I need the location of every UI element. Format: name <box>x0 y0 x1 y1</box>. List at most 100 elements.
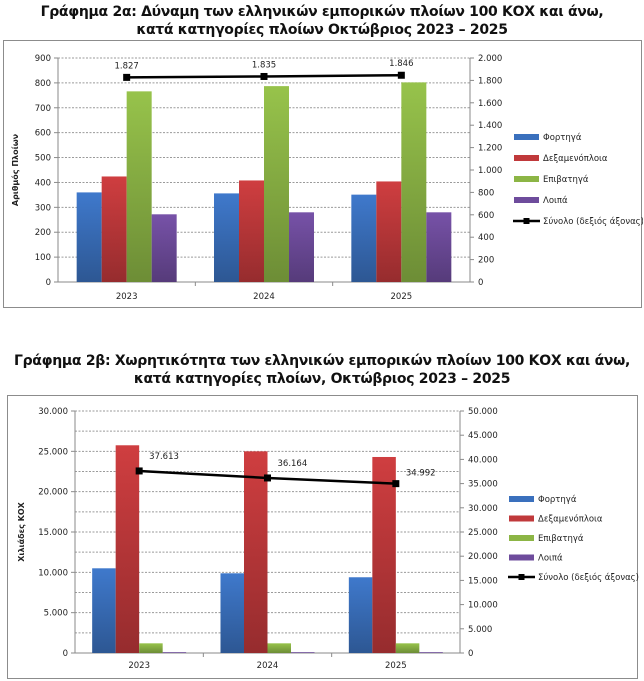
chart-2-frame: 0 5.000 10.000 15.000 20.000 25.000 30.000 0 5.0… <box>7 395 639 679</box>
chart-1-title-line1: Γράφημα 2α: Δύναμη των ελληνικών εμπορικ… <box>40 4 604 20</box>
y-tick-label-left: 800 <box>35 79 51 89</box>
y-tick-label-right: 2.000 <box>478 54 502 64</box>
y-tick-label-right: 10.000 <box>468 601 498 611</box>
y-tick-label-left: 400 <box>35 178 51 188</box>
line-marker <box>264 474 271 482</box>
y-tick-label-left: 25.000 <box>38 447 68 457</box>
y-tick-label-right: 600 <box>478 211 494 221</box>
y-tick-label-right: 0 <box>478 278 483 288</box>
line-marker <box>123 73 131 81</box>
y-tick-label-right: 50.000 <box>468 407 498 417</box>
bar-fortigа <box>76 192 102 282</box>
legend-label: Επιβατηγά <box>543 175 589 185</box>
x-tick-label: 2023 <box>128 661 150 671</box>
y-tick-label-right: 1.200 <box>478 144 502 154</box>
legend-label: Δεξαμενόπλοια <box>543 153 608 164</box>
bar-loipa <box>151 214 177 282</box>
y-tick-label-left: 10.000 <box>38 568 68 578</box>
chart-2-svg: 0 5.000 10.000 15.000 20.000 25.000 30.000 0 5.0… <box>17 407 639 671</box>
y-tick-label-left: 700 <box>35 104 51 114</box>
legend-line-marker <box>518 574 525 580</box>
legend-line-marker <box>523 218 530 224</box>
bar-fortigа <box>351 194 377 282</box>
bar-epivatiga <box>264 86 289 282</box>
y-tick-label-right: 1.800 <box>478 76 502 86</box>
y-tick-label-left: 900 <box>35 54 51 64</box>
line-marker <box>397 71 405 79</box>
y-tick-label-right: 30.000 <box>468 504 498 514</box>
legend-label: Λοιπά <box>543 196 568 206</box>
bar-epivatiga <box>139 643 163 653</box>
legend-label: Φορτηγά <box>538 495 577 505</box>
y-tick-label-left: 30.000 <box>38 407 68 417</box>
bar-dexamenoploia <box>372 456 396 653</box>
bar-dexamenoploia <box>101 176 127 282</box>
y-tick-label-left: 0 <box>46 278 51 288</box>
legend-swatch <box>509 515 534 522</box>
legend-label: Φορτηγά <box>543 133 582 143</box>
y-tick-label-left: 300 <box>35 203 51 213</box>
line-marker <box>135 467 143 475</box>
legend-swatch <box>514 155 539 161</box>
y-tick-label-right: 1.400 <box>478 121 502 131</box>
line-data-label: 34.992 <box>406 469 436 479</box>
chart-1-title-line2: κατά κατηγορίες πλοίων Οκτώβριος 2023 – … <box>136 22 508 38</box>
x-tick-label: 2023 <box>116 292 138 302</box>
y-tick-label-left: 600 <box>35 129 51 139</box>
y-tick-label-right: 1.000 <box>478 166 502 176</box>
legend-swatch <box>509 535 534 541</box>
y-tick-label-left: 500 <box>35 154 51 164</box>
chart-2-title-line2: κατά κατηγορίες πλοίων, Οκτώβριος 2023 –… <box>133 371 511 387</box>
bar-dexamenoploia <box>239 180 264 282</box>
bar-dexamenoploia <box>244 451 268 653</box>
y-tick-label-right: 40.000 <box>468 455 498 465</box>
chart-1-title: Γράφημα 2α: Δύναμη των ελληνικών εμπορικ… <box>0 3 644 39</box>
y-tick-label-right: 800 <box>478 188 494 198</box>
bar-loipa <box>162 652 187 653</box>
line-marker <box>392 480 400 488</box>
bar-dexamenoploia <box>376 181 402 282</box>
y-tick-label-right: 0 <box>468 649 473 659</box>
bar-epivatiga <box>126 91 152 283</box>
bar-loipa <box>291 652 315 653</box>
y-tick-label-right: 45.000 <box>468 431 498 441</box>
line-data-label: 1.846 <box>389 59 413 69</box>
y-tick-label-right: 200 <box>478 256 494 266</box>
legend-label: Λοιπά <box>538 554 563 564</box>
chart-1-svg: 0 100 200 300 400 500 600 700 800 900 0 200 400 600 80… <box>10 54 643 302</box>
bar-epivatiga <box>401 82 427 282</box>
bar-fortigа <box>92 568 116 653</box>
y-tick-label-right: 400 <box>478 233 494 243</box>
legend-swatch <box>514 197 539 203</box>
x-tick-label: 2024 <box>253 292 275 302</box>
legend-label: Σύνολο (δεξιός άξονας) <box>543 216 643 227</box>
chart-2-title-line1: Γράφημα 2β: Χωρητικότητα των ελληνικών ε… <box>13 353 631 369</box>
x-tick-label: 2025 <box>385 661 407 671</box>
y-tick-label-right: 15.000 <box>468 576 498 586</box>
line-marker <box>260 72 268 80</box>
x-tick-label: 2024 <box>257 661 279 671</box>
bar-loipa <box>419 652 443 653</box>
x-tick-label: 2025 <box>391 292 413 302</box>
bar-dexamenoploia <box>115 445 140 653</box>
legend-label: Επιβατηγά <box>538 534 584 544</box>
legend-label: Δεξαμενόπλοια <box>538 514 603 525</box>
y-axis-title: Αριθμός Πλοίων <box>10 133 20 206</box>
bar-fortigа <box>348 577 373 653</box>
y-tick-label-right: 1.600 <box>478 99 502 109</box>
y-tick-label-right: 20.000 <box>468 552 498 562</box>
bar-loipa <box>289 212 314 282</box>
bar-epivatiga <box>395 643 420 653</box>
line-data-label: 37.613 <box>149 452 179 462</box>
bar-loipa <box>426 212 452 282</box>
legend-swatch <box>514 134 539 140</box>
y-tick-label-right: 5.000 <box>468 625 492 635</box>
y-tick-label-left: 20.000 <box>38 488 68 498</box>
chart-1-frame: 0 100 200 300 400 500 600 700 800 900 0 200 400 600 80… <box>3 40 643 308</box>
y-axis-title: Χιλιάδες ΚΟΧ <box>17 501 26 561</box>
chart-2-title: Γράφημα 2β: Χωρητικότητα των ελληνικών ε… <box>0 352 644 388</box>
y-tick-label-right: 35.000 <box>468 480 498 490</box>
legend-label: Σύνολο (δεξιός άξονας) <box>538 572 639 583</box>
y-tick-label-left: 0 <box>63 649 68 659</box>
legend-swatch <box>509 554 534 561</box>
